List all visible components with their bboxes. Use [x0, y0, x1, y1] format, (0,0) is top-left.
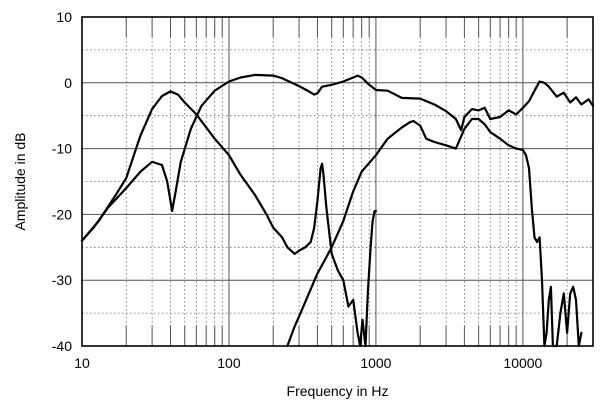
y-tick-label: 0: [64, 75, 72, 91]
x-axis-label: Frequency in Hz: [287, 383, 389, 399]
x-tick-label: 10000: [503, 355, 542, 371]
x-tick-label: 100: [217, 355, 241, 371]
y-tick-label: -20: [52, 206, 72, 222]
y-tick-label: -30: [52, 272, 72, 288]
series-line-1: [80, 73, 595, 242]
x-tick-labels: 10 100 1000 10000: [74, 355, 542, 371]
y-axis-label: Amplitude in dB: [12, 132, 28, 230]
y-tick-label: -40: [52, 338, 72, 354]
y-tick-label: 10: [56, 9, 72, 25]
y-tick-label: -10: [52, 141, 72, 157]
y-tick-labels: 10 0 -10 -20 -30 -40: [52, 9, 72, 354]
plot-frame: [81, 16, 594, 347]
x-tick-label: 10: [74, 355, 90, 371]
x-tick-label: 1000: [360, 355, 391, 371]
grid: [81, 16, 594, 347]
